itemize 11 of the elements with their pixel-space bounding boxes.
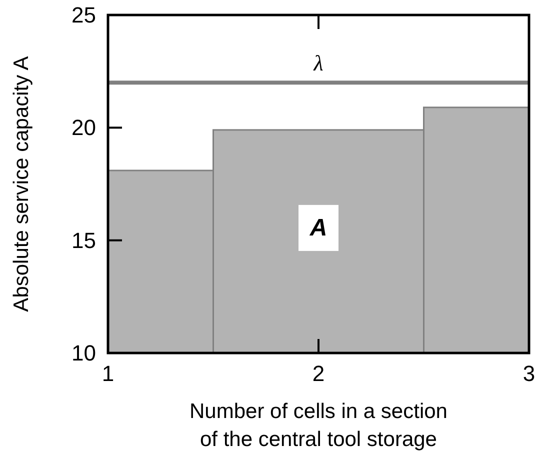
x-tick-label: 3 — [522, 361, 536, 386]
y-tick-label: 15 — [72, 228, 96, 253]
x-axis-title: Number of cells in a section of the central tool storage — [190, 400, 448, 451]
x-tick-label: 2 — [312, 361, 325, 386]
y-tick-label: 25 — [72, 2, 96, 28]
ref-line-label: λ — [312, 50, 324, 76]
x-tick-label: 1 — [102, 361, 114, 386]
y-axis-title: Absolute service capacity A — [10, 56, 33, 312]
annotation: A — [308, 214, 328, 242]
y-tick-label: 20 — [72, 115, 96, 140]
y-tick-label: 10 — [72, 340, 96, 366]
